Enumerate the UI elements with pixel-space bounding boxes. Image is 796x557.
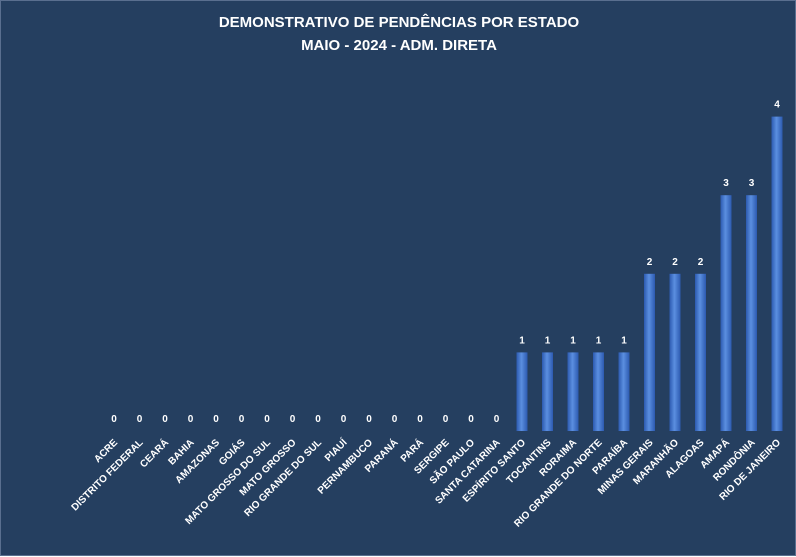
data-label: 0 [162,414,168,425]
data-label: 4 [774,100,780,111]
data-label: 1 [570,335,576,346]
data-label: 0 [315,414,321,425]
bar [567,352,579,431]
data-label: 2 [698,257,704,268]
data-label: 1 [621,335,627,346]
bar [695,273,706,431]
bar [542,352,553,431]
data-label: 0 [239,414,245,425]
bar [516,352,528,431]
bar [720,195,732,431]
data-label: 0 [188,414,194,425]
data-label: 0 [264,414,270,425]
chart-subtitle: MAIO - 2024 - ADM. DIRETA [301,37,497,54]
data-label: 0 [443,414,449,425]
data-label: 1 [545,335,551,346]
data-label: 0 [417,414,423,425]
data-label: 0 [366,414,372,425]
data-label: 0 [468,414,474,425]
bar [746,195,757,431]
data-label: 3 [749,178,755,189]
data-label: 2 [647,257,653,268]
bar [618,352,630,431]
data-label: 0 [392,414,398,425]
bar [644,273,655,431]
data-label: 0 [341,414,347,425]
data-label: 0 [213,414,219,425]
bar [669,273,681,431]
data-label: 1 [519,335,525,346]
x-tick-label: CEARÁ [137,436,171,470]
data-label: 0 [290,414,296,425]
chart-title: DEMONSTRATIVO DE PENDÊNCIAS POR ESTADO [218,14,580,31]
data-label: 3 [723,178,729,189]
data-label: 0 [494,414,500,425]
data-label: 0 [111,414,117,425]
bar [771,116,783,431]
bar [593,352,604,431]
data-label: 1 [596,335,602,346]
data-label: 0 [137,414,143,425]
data-label: 2 [672,257,678,268]
